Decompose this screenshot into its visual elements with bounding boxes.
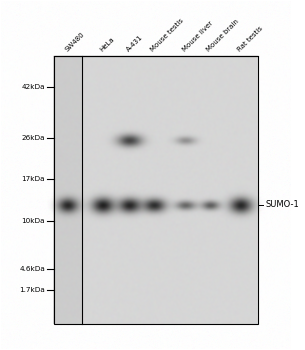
Text: SW480: SW480	[63, 31, 85, 53]
Text: SUMO-1: SUMO-1	[265, 200, 299, 209]
Text: 42kDa: 42kDa	[22, 84, 45, 90]
Text: 10kDa: 10kDa	[22, 218, 45, 224]
Bar	[54, 56, 258, 324]
Text: 26kDa: 26kDa	[22, 135, 45, 141]
Text: Mouse testis: Mouse testis	[150, 18, 185, 53]
Text: 17kDa: 17kDa	[22, 176, 45, 182]
Text: Mouse brain: Mouse brain	[206, 19, 240, 53]
Text: A-431: A-431	[125, 34, 144, 53]
Text: Rat testis: Rat testis	[236, 26, 264, 53]
Text: Mouse liver: Mouse liver	[181, 20, 214, 53]
Text: 1.7kDa: 1.7kDa	[19, 287, 45, 293]
Text: HeLa: HeLa	[99, 36, 115, 53]
Text: 4.6kDa: 4.6kDa	[19, 266, 45, 272]
